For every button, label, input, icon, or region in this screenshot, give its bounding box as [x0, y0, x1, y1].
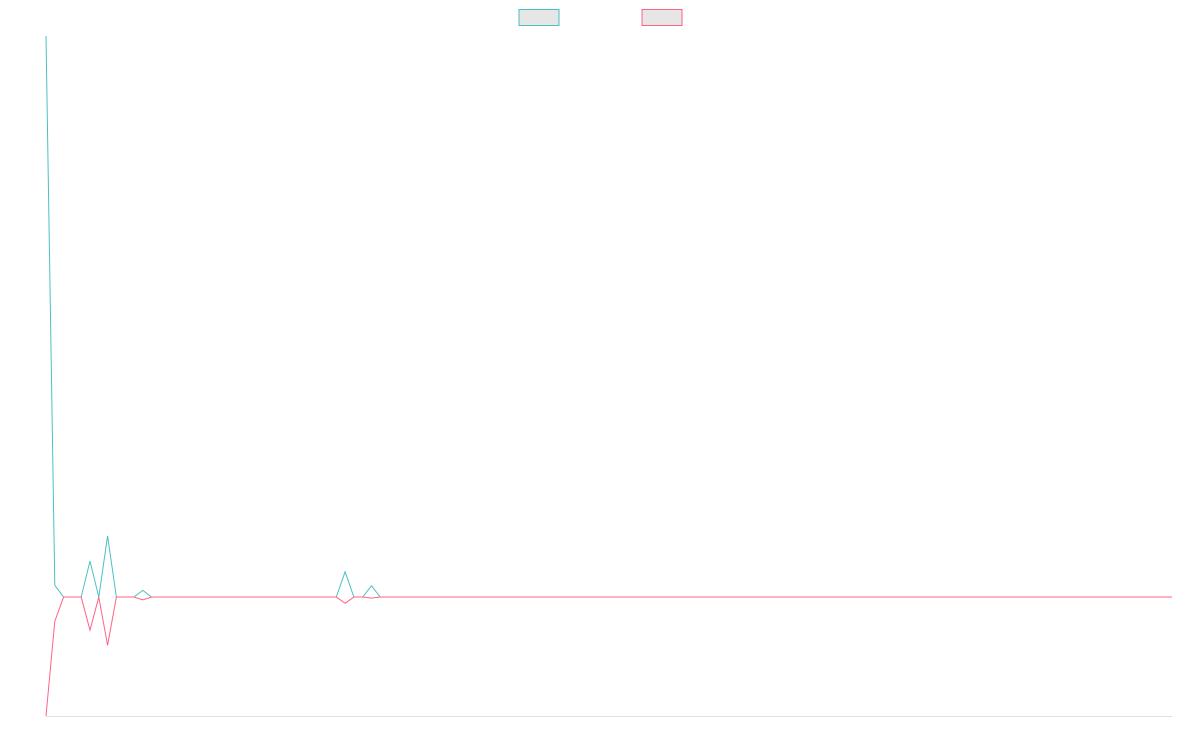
line — [45, 596, 1172, 717]
legend-swatch — [518, 9, 560, 26]
line — [45, 35, 1172, 598]
legend-swatch — [641, 9, 683, 26]
